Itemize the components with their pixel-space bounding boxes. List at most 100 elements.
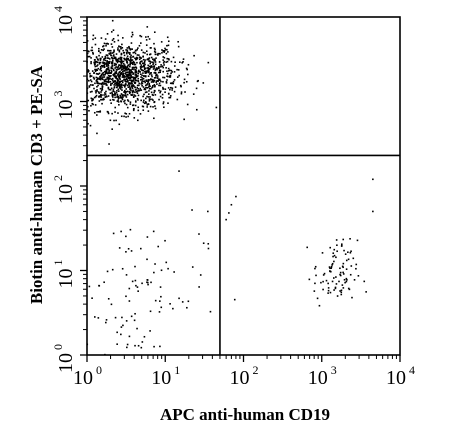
data-point [139,56,142,59]
data-point [179,84,182,87]
data-point [96,58,99,60]
data-point [93,96,96,99]
data-point [169,95,172,97]
data-point [130,315,133,318]
data-point [145,50,148,53]
data-point [356,239,359,242]
data-point [166,72,169,75]
data-point [119,67,121,69]
data-point [121,61,123,64]
data-point [89,72,91,75]
data-point [120,59,123,61]
data-point [126,71,128,74]
data-point [123,64,126,66]
data-point [125,94,127,97]
data-point [126,69,128,71]
data-point [131,66,134,69]
data-point [138,54,140,56]
data-point [100,96,103,98]
data-point [118,87,121,89]
data-point [107,112,110,115]
data-point [133,63,136,66]
data-point [120,333,122,336]
data-point [106,78,108,80]
data-point [129,228,132,231]
data-point [171,87,174,89]
data-point [138,70,141,73]
data-point [138,84,140,87]
data-point [106,60,108,62]
data-point [97,84,99,87]
data-point [173,71,176,73]
data-point [162,76,164,79]
data-point [93,87,95,90]
data-point [180,91,183,93]
data-point [225,218,227,221]
data-point [351,296,353,299]
data-point [121,64,124,67]
data-point [87,69,89,71]
data-point [151,75,153,78]
data-point [316,297,319,300]
data-point [88,50,90,53]
data-point [128,73,131,75]
data-point [89,124,92,127]
data-point [137,72,140,75]
data-point [139,66,142,68]
data-point [146,281,149,284]
data-point [119,64,122,67]
data-point [127,100,130,102]
data-point [134,279,137,282]
data-point [129,71,131,74]
data-point [110,70,113,73]
data-point [134,95,137,97]
data-point [159,52,161,55]
data-point [161,49,163,51]
data-point [124,99,126,102]
data-point [101,72,104,75]
data-point [174,61,176,63]
data-point [349,251,352,254]
x-tick-label: 10 0 [73,363,102,389]
data-point [139,62,142,65]
data-point [144,91,147,94]
data-point [139,113,142,115]
data-point [120,100,123,103]
data-point [142,95,144,98]
data-point [111,65,114,67]
data-point [147,68,150,71]
data-point [127,58,129,61]
data-point [161,65,164,68]
data-point [137,99,139,101]
data-point [133,117,136,119]
data-point [112,94,115,96]
data-point [134,91,136,94]
data-point [132,76,134,78]
data-point [154,58,156,61]
data-point [336,244,338,247]
data-point [334,287,337,290]
data-point [89,75,91,78]
data-point [123,91,125,93]
data-point [152,62,155,64]
y-tick-label: 10 4 [51,6,77,35]
data-point [116,100,119,102]
data-point [333,248,336,251]
data-point [110,78,113,81]
data-point [143,74,145,77]
data-point [125,320,128,322]
data-point [148,60,150,62]
data-point [125,59,128,62]
data-point [327,292,329,294]
data-point [159,300,161,302]
data-point [90,75,93,77]
data-point [124,69,127,71]
data-point [101,98,103,101]
data-point [129,63,131,66]
data-point [113,84,115,86]
data-point [172,307,174,310]
data-point [110,66,113,69]
data-point [145,71,148,74]
data-point [163,106,165,109]
data-point [94,59,96,61]
